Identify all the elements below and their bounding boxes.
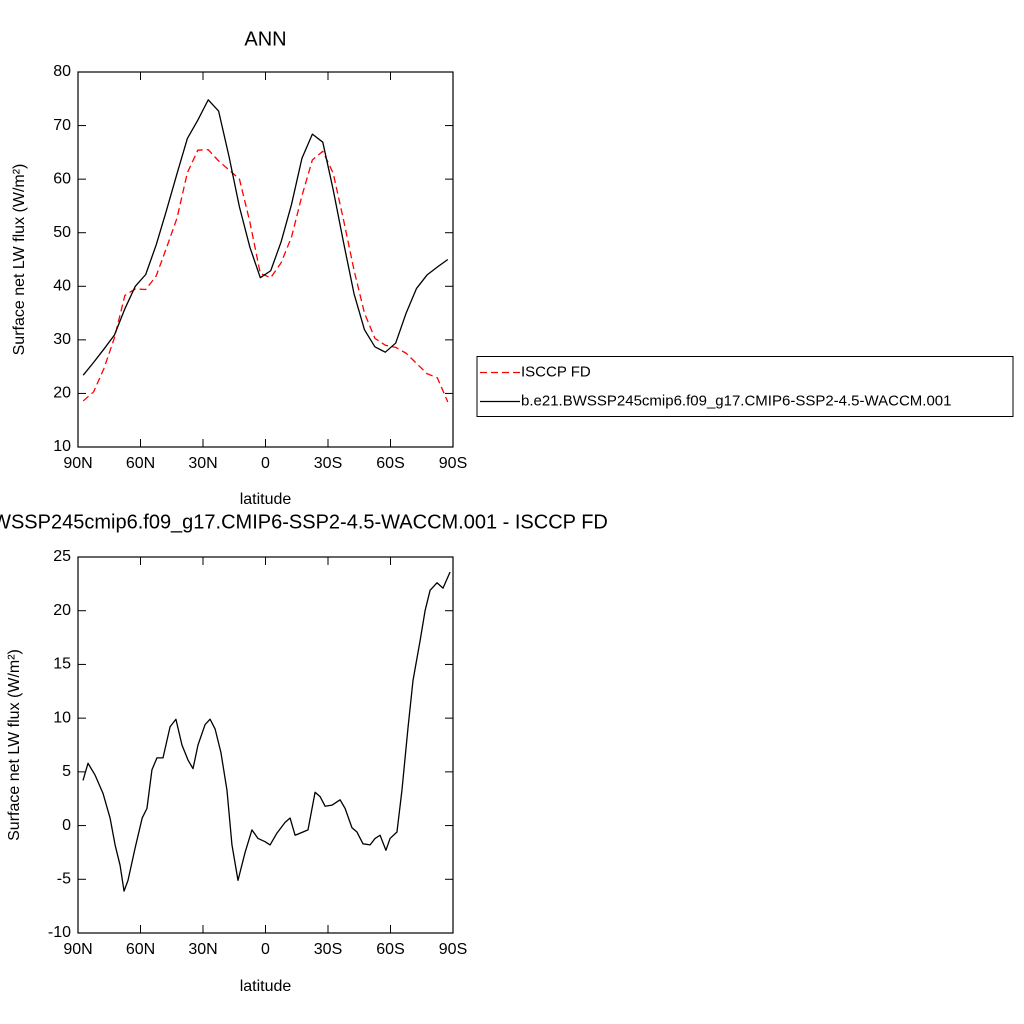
data-line — [82, 99, 449, 376]
y-tick-label: 5 — [62, 763, 71, 780]
x-tick-label: 0 — [261, 941, 270, 958]
y-tick-label: -5 — [57, 871, 71, 888]
x-tick-label: 90N — [63, 941, 92, 958]
x-tick-label: 0 — [261, 455, 270, 472]
plot-frame — [77, 556, 454, 934]
data-line — [82, 149, 449, 403]
y-tick-label: 10 — [53, 438, 71, 455]
y-tick-label: 50 — [53, 224, 71, 241]
y-tick-label: 40 — [53, 278, 71, 295]
x-axis-label: latitude — [240, 978, 292, 995]
y-tick-label: 20 — [53, 385, 71, 402]
y-tick-label: 80 — [53, 63, 71, 80]
legend-label: b.e21.BWSSP245cmip6.f09_g17.CMIP6-SSP2-4… — [521, 392, 951, 409]
x-tick-label: 90S — [439, 455, 467, 472]
data-line — [82, 571, 451, 892]
x-tick-label: 90S — [439, 941, 467, 958]
x-tick-label: 30S — [314, 941, 342, 958]
x-tick-label: 60S — [376, 455, 404, 472]
y-tick-label: 25 — [53, 548, 71, 565]
y-tick-label: 70 — [53, 117, 71, 134]
x-tick-label: 30S — [314, 455, 342, 472]
legend-label: ISCCP FD — [521, 363, 591, 380]
plot-frame — [77, 71, 454, 448]
x-tick-label: 90N — [63, 455, 92, 472]
x-axis-label: latitude — [240, 491, 292, 508]
x-tick-label: 60S — [376, 941, 404, 958]
x-tick-label: 30N — [188, 941, 217, 958]
y-tick-label: 20 — [53, 602, 71, 619]
y-tick-label: 10 — [53, 709, 71, 726]
x-tick-label: 60N — [126, 455, 155, 472]
chart-title: ANN — [244, 28, 286, 50]
legend-box — [476, 356, 1014, 417]
chart-title: b.e21.BWSSP245cmip6.f09_g17.CMIP6-SSP2-4… — [0, 511, 608, 533]
x-tick-label: 60N — [126, 941, 155, 958]
y-tick-label: 60 — [53, 170, 71, 187]
y-tick-label: 0 — [62, 817, 71, 834]
y-tick-label: 30 — [53, 331, 71, 348]
y-tick-label: 15 — [53, 656, 71, 673]
x-tick-label: 30N — [188, 455, 217, 472]
y-tick-label: -10 — [48, 924, 71, 941]
y-axis-label: Surface net LW flux (W/m²) — [11, 164, 28, 356]
y-axis-label: Surface net LW flux (W/m²) — [6, 649, 23, 841]
